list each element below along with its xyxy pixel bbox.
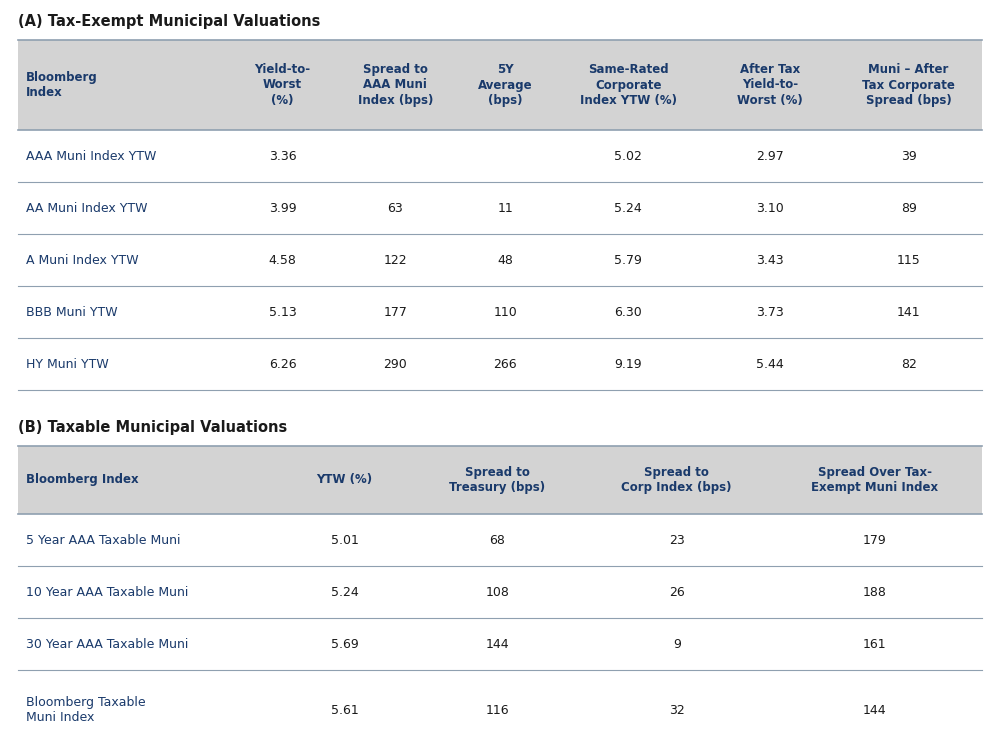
Text: 6.30: 6.30 <box>614 306 642 319</box>
Text: 39: 39 <box>901 150 917 162</box>
Text: 5.02: 5.02 <box>614 150 642 162</box>
Text: 5.69: 5.69 <box>331 637 359 651</box>
Text: Spread to
Treasury (bps): Spread to Treasury (bps) <box>449 466 545 494</box>
Bar <box>18 446 982 514</box>
Text: 11: 11 <box>497 202 513 214</box>
Text: YTW (%): YTW (%) <box>317 474 373 487</box>
Text: Spread to
AAA Muni
Index (bps): Spread to AAA Muni Index (bps) <box>358 63 433 107</box>
Text: 188: 188 <box>863 586 887 599</box>
Text: 3.10: 3.10 <box>756 202 784 214</box>
Text: 5.61: 5.61 <box>331 704 359 717</box>
Text: 108: 108 <box>485 586 509 599</box>
Text: 4.58: 4.58 <box>269 254 297 267</box>
Text: 266: 266 <box>493 357 517 371</box>
Text: 10 Year AAA Taxable Muni: 10 Year AAA Taxable Muni <box>26 586 188 599</box>
Text: (B) Taxable Municipal Valuations: (B) Taxable Municipal Valuations <box>18 420 287 435</box>
Text: Spread Over Tax-
Exempt Muni Index: Spread Over Tax- Exempt Muni Index <box>811 466 938 494</box>
Text: 82: 82 <box>901 357 917 371</box>
Text: Yield-to-
Worst
(%): Yield-to- Worst (%) <box>255 63 311 107</box>
Text: HY Muni YTW: HY Muni YTW <box>26 357 109 371</box>
Text: 30 Year AAA Taxable Muni: 30 Year AAA Taxable Muni <box>26 637 188 651</box>
Text: 68: 68 <box>489 534 505 547</box>
Text: 110: 110 <box>493 306 517 319</box>
Text: 179: 179 <box>863 534 887 547</box>
Text: 32: 32 <box>669 704 685 717</box>
Text: 141: 141 <box>897 306 920 319</box>
Text: Bloomberg
Index: Bloomberg Index <box>26 71 98 99</box>
Text: Bloomberg Taxable
Muni Index: Bloomberg Taxable Muni Index <box>26 697 146 724</box>
Text: 122: 122 <box>383 254 407 267</box>
Text: A Muni Index YTW: A Muni Index YTW <box>26 254 139 267</box>
Text: AA Muni Index YTW: AA Muni Index YTW <box>26 202 148 214</box>
Text: 5.79: 5.79 <box>614 254 642 267</box>
Text: 177: 177 <box>383 306 407 319</box>
Text: 63: 63 <box>387 202 403 214</box>
Text: 115: 115 <box>897 254 921 267</box>
Text: (A) Tax-Exempt Municipal Valuations: (A) Tax-Exempt Municipal Valuations <box>18 14 320 29</box>
Text: 6.26: 6.26 <box>269 357 296 371</box>
Text: 5.13: 5.13 <box>269 306 296 319</box>
Text: 2.97: 2.97 <box>756 150 784 162</box>
Text: 116: 116 <box>486 704 509 717</box>
Text: Bloomberg Index: Bloomberg Index <box>26 474 139 487</box>
Text: 23: 23 <box>669 534 685 547</box>
Text: 3.36: 3.36 <box>269 150 296 162</box>
Text: AAA Muni Index YTW: AAA Muni Index YTW <box>26 150 156 162</box>
Text: 144: 144 <box>486 637 509 651</box>
Text: 9: 9 <box>673 637 681 651</box>
Text: 89: 89 <box>901 202 917 214</box>
Text: 5Y
Average
(bps): 5Y Average (bps) <box>478 63 533 107</box>
Text: Muni – After
Tax Corporate
Spread (bps): Muni – After Tax Corporate Spread (bps) <box>862 63 955 107</box>
Text: 3.73: 3.73 <box>756 306 784 319</box>
Text: 161: 161 <box>863 637 887 651</box>
Text: Spread to
Corp Index (bps): Spread to Corp Index (bps) <box>621 466 732 494</box>
Text: After Tax
Yield-to-
Worst (%): After Tax Yield-to- Worst (%) <box>737 63 803 107</box>
Text: 5 Year AAA Taxable Muni: 5 Year AAA Taxable Muni <box>26 534 180 547</box>
Text: BBB Muni YTW: BBB Muni YTW <box>26 306 118 319</box>
Text: 48: 48 <box>497 254 513 267</box>
Text: 5.44: 5.44 <box>756 357 784 371</box>
Bar <box>18 40 982 130</box>
Text: 290: 290 <box>383 357 407 371</box>
Text: 9.19: 9.19 <box>615 357 642 371</box>
Text: 26: 26 <box>669 586 685 599</box>
Text: 5.01: 5.01 <box>331 534 359 547</box>
Text: 144: 144 <box>863 704 887 717</box>
Text: Same-Rated
Corporate
Index YTW (%): Same-Rated Corporate Index YTW (%) <box>580 63 677 107</box>
Text: 3.99: 3.99 <box>269 202 296 214</box>
Text: 5.24: 5.24 <box>331 586 359 599</box>
Text: 5.24: 5.24 <box>614 202 642 214</box>
Text: 3.43: 3.43 <box>756 254 784 267</box>
